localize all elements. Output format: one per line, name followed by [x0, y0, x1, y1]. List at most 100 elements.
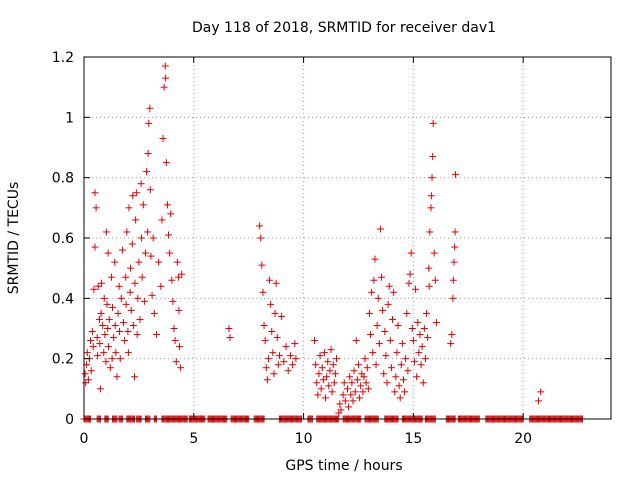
data-point — [273, 334, 281, 342]
data-point — [144, 150, 152, 158]
data-point — [104, 325, 112, 332]
data-point — [88, 328, 96, 336]
data-point — [172, 358, 180, 366]
data-point — [319, 376, 327, 384]
data-point — [363, 364, 371, 372]
data-point — [122, 273, 130, 281]
axis-ticks — [83, 56, 611, 420]
data-point — [451, 243, 459, 251]
data-point — [161, 62, 169, 70]
data-point — [125, 204, 133, 212]
data-point — [328, 388, 336, 396]
data-point — [87, 337, 95, 345]
y-axis-title: SRMTID / TECUs — [6, 182, 22, 295]
data-point — [257, 234, 265, 242]
data-point — [380, 370, 388, 378]
data-point — [144, 228, 152, 236]
data-point — [315, 370, 323, 378]
data-point — [395, 382, 403, 390]
data-point — [316, 352, 324, 360]
data-point — [391, 388, 399, 396]
data-point — [331, 370, 339, 378]
data-point — [94, 352, 102, 360]
data-point — [415, 349, 423, 357]
data-point — [272, 279, 280, 287]
data-point — [138, 234, 146, 242]
data-point — [108, 355, 116, 363]
data-point — [417, 361, 425, 369]
data-point — [87, 367, 95, 375]
data-point — [376, 225, 384, 233]
data-point — [429, 153, 437, 161]
data-point — [394, 321, 402, 329]
data-point — [99, 321, 107, 329]
data-point — [100, 349, 108, 357]
data-point — [396, 394, 404, 402]
data-point — [369, 349, 377, 357]
data-point — [386, 337, 394, 345]
data-point — [165, 231, 173, 239]
data-point — [384, 300, 392, 308]
data-point — [116, 355, 124, 363]
data-point — [274, 361, 282, 369]
data-point — [387, 364, 395, 372]
data-point — [275, 352, 283, 360]
data-point — [337, 406, 345, 414]
data-point — [351, 388, 359, 396]
data-point — [128, 240, 136, 248]
data-point — [132, 216, 140, 224]
data-point — [138, 273, 146, 281]
data-point — [83, 349, 91, 357]
data-point — [449, 294, 457, 302]
data-point — [420, 325, 428, 332]
data-point — [405, 279, 413, 287]
data-point — [397, 361, 405, 369]
data-point — [350, 367, 358, 375]
data-point — [361, 355, 369, 363]
data-point — [379, 306, 387, 314]
data-point — [425, 264, 433, 272]
data-point — [535, 397, 543, 405]
data-point — [96, 385, 104, 393]
data-point — [324, 358, 332, 366]
data-point — [162, 159, 170, 167]
data-point — [365, 309, 373, 317]
data-point — [121, 337, 129, 345]
data-point — [96, 340, 104, 348]
data-point — [129, 192, 137, 200]
data-point — [452, 171, 460, 179]
data-point — [140, 297, 148, 305]
data-point — [399, 376, 407, 384]
y-tick-label: 0 — [65, 412, 74, 428]
data-point — [393, 349, 401, 357]
data-point — [113, 373, 121, 381]
data-point — [432, 318, 440, 326]
data-point — [149, 234, 157, 242]
data-point — [168, 276, 176, 284]
data-point — [313, 379, 321, 387]
data-point — [333, 355, 341, 363]
data-point — [111, 321, 119, 329]
data-point — [354, 361, 362, 369]
data-point — [159, 134, 167, 142]
data-point — [418, 343, 426, 351]
data-point — [410, 358, 418, 366]
data-points — [80, 62, 586, 423]
data-point — [375, 340, 383, 348]
data-point — [291, 340, 299, 348]
data-point — [92, 204, 100, 212]
data-point — [268, 328, 276, 336]
data-point — [89, 343, 97, 351]
data-point — [373, 321, 381, 329]
data-point — [141, 249, 149, 257]
data-point — [448, 331, 456, 339]
data-point — [176, 343, 184, 351]
data-point — [100, 294, 108, 302]
data-point — [102, 228, 110, 236]
data-point — [95, 315, 103, 323]
data-point — [330, 379, 338, 387]
plot-frame — [83, 56, 612, 420]
data-point — [450, 258, 458, 266]
data-point — [107, 273, 115, 281]
data-point — [259, 288, 267, 296]
